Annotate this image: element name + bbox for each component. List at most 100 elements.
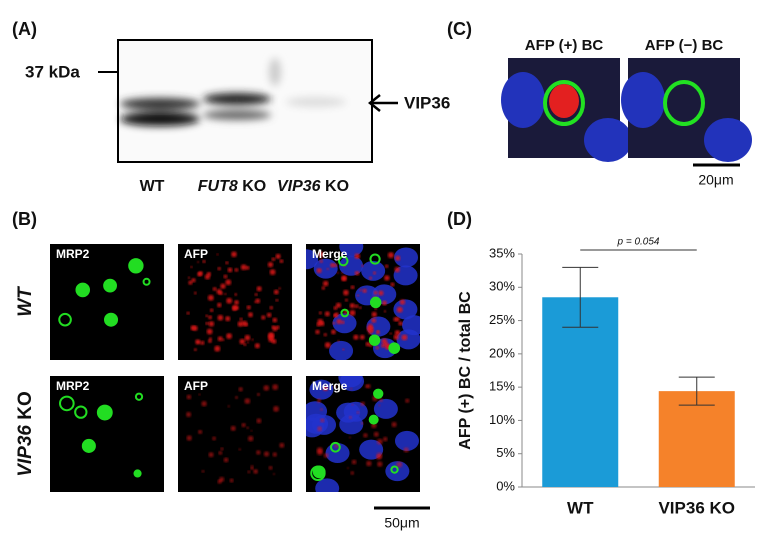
speck xyxy=(336,271,339,274)
speck xyxy=(316,268,322,274)
speck xyxy=(333,385,337,389)
label-part: WT xyxy=(140,178,165,195)
speck xyxy=(214,345,221,352)
nucleus xyxy=(339,244,364,257)
speck xyxy=(340,271,344,275)
speck xyxy=(272,384,279,390)
speck xyxy=(393,334,399,340)
speck xyxy=(317,318,324,325)
speck xyxy=(225,316,231,322)
x-tick-label: VIP36 KO xyxy=(658,498,735,517)
nucleus xyxy=(361,260,386,281)
speck xyxy=(192,325,198,331)
nucleus xyxy=(393,299,418,320)
speck xyxy=(342,348,345,351)
canaliculus xyxy=(337,255,349,267)
afp xyxy=(549,84,579,118)
speck xyxy=(366,384,371,389)
speck xyxy=(186,435,192,441)
speck xyxy=(320,418,325,423)
speck xyxy=(375,330,380,335)
speck xyxy=(331,329,336,335)
speck xyxy=(366,460,372,467)
speck xyxy=(250,429,253,432)
speck xyxy=(344,298,348,302)
gene: VIP36 xyxy=(277,178,321,195)
speck xyxy=(267,262,274,268)
speck xyxy=(226,297,233,304)
speck xyxy=(324,342,331,348)
speck xyxy=(253,469,259,474)
speck xyxy=(202,259,206,264)
micrograph-content xyxy=(306,376,419,492)
speck xyxy=(382,300,387,306)
nucleus xyxy=(394,247,419,268)
speck xyxy=(396,306,403,313)
nucleus xyxy=(621,72,665,128)
speck xyxy=(205,314,209,318)
speck xyxy=(223,457,229,463)
row-label: WT xyxy=(15,286,36,317)
speck xyxy=(323,333,327,337)
arrow-label: VIP36 xyxy=(404,93,450,112)
speck xyxy=(273,406,279,412)
speck xyxy=(279,442,285,448)
speck xyxy=(216,253,219,256)
speck xyxy=(349,415,352,419)
speck xyxy=(391,421,397,428)
row-label: VIP36 KO xyxy=(15,391,36,477)
panel-label: (D) xyxy=(447,209,472,229)
channel-label: Merge xyxy=(312,379,348,393)
speck xyxy=(351,403,354,406)
speck xyxy=(198,429,203,434)
speck xyxy=(239,338,246,345)
y-tick-label: 20% xyxy=(489,345,515,360)
error-bar xyxy=(562,266,599,328)
speck xyxy=(361,264,364,267)
speck xyxy=(227,267,233,273)
speck xyxy=(326,267,329,270)
speck xyxy=(356,411,360,414)
speck xyxy=(383,310,387,313)
speck xyxy=(208,339,212,343)
speck xyxy=(187,276,191,279)
canaliculus xyxy=(96,404,113,421)
y-tick-label: 25% xyxy=(489,312,515,327)
speck xyxy=(244,398,251,404)
speck xyxy=(269,269,276,275)
speck xyxy=(378,290,384,296)
lane-label: WT xyxy=(140,178,165,195)
speck xyxy=(318,251,324,257)
speck xyxy=(247,435,254,442)
speck xyxy=(373,290,378,295)
scale-label: 20μm xyxy=(698,172,733,188)
significance-label: p = 0.054 xyxy=(617,237,660,248)
nucleus xyxy=(309,379,334,400)
speck xyxy=(220,447,224,451)
canaliculus xyxy=(142,277,151,286)
speck xyxy=(261,315,266,320)
speck xyxy=(212,436,216,441)
speck xyxy=(226,333,232,339)
gene: WT xyxy=(15,286,36,317)
speck xyxy=(223,274,228,279)
canaliculus xyxy=(388,342,401,355)
speck xyxy=(235,396,238,399)
speck xyxy=(246,426,249,430)
label-part: KO xyxy=(15,391,36,420)
speck xyxy=(205,321,209,325)
channel-label: AFP xyxy=(184,247,208,261)
speck xyxy=(250,467,254,471)
speck xyxy=(256,392,261,397)
speck xyxy=(369,276,373,280)
speck xyxy=(335,302,342,308)
speck xyxy=(334,312,339,317)
speck xyxy=(191,278,196,283)
speck xyxy=(230,425,236,431)
nucleus xyxy=(394,430,419,451)
y-tick-label: 10% xyxy=(489,412,515,427)
speck xyxy=(256,450,261,455)
speck xyxy=(333,263,338,268)
speck xyxy=(324,311,330,317)
